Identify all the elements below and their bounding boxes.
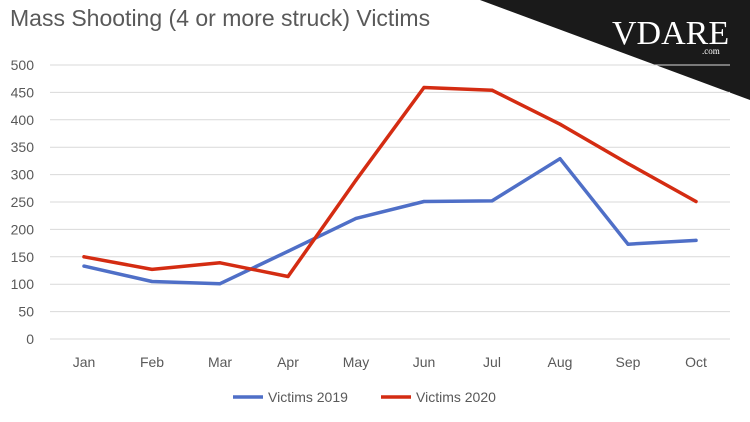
data-point: [490, 199, 494, 203]
y-tick-label: 200: [11, 221, 35, 237]
data-point: [694, 199, 698, 204]
data-point: [82, 264, 86, 268]
y-tick-label: 100: [11, 276, 35, 292]
y-tick-label: 350: [11, 139, 35, 155]
data-point: [286, 249, 290, 253]
data-point: [558, 157, 562, 161]
data-point: [150, 279, 154, 284]
data-point: [694, 238, 698, 242]
y-tick-label: 250: [11, 194, 35, 210]
x-tick-label: May: [343, 354, 369, 370]
legend-label: Victims 2019: [268, 389, 348, 405]
brand-logo: VDARE .com: [612, 15, 729, 56]
data-point: [626, 242, 630, 246]
x-tick-label: Feb: [140, 354, 164, 370]
gridlines: [50, 64, 730, 340]
y-tick-label: 300: [11, 167, 35, 183]
brand-domain-text: .com: [702, 46, 720, 56]
series-line: [82, 156, 698, 286]
x-tick-label: Sep: [616, 354, 641, 370]
x-tick-label: Jul: [483, 354, 501, 370]
brand-logo-text: VDARE: [612, 15, 729, 52]
series-line: [82, 85, 698, 279]
y-tick-label: 500: [11, 57, 35, 73]
data-point: [422, 85, 426, 90]
x-tick-label: Mar: [208, 354, 232, 370]
data-point: [82, 255, 86, 259]
data-point: [218, 261, 222, 265]
data-point: [558, 122, 562, 126]
y-tick-label: 400: [11, 112, 35, 128]
chart-title: Mass Shooting (4 or more struck) Victims: [10, 5, 431, 31]
data-point: [422, 199, 426, 204]
data-point: [354, 216, 358, 221]
data-point: [490, 88, 494, 92]
data-point: [218, 282, 222, 286]
y-axis-ticks: 0 50 100 150 200 250 300 350 400 450 500: [11, 57, 35, 347]
x-tick-label: Apr: [277, 354, 299, 370]
x-tick-label: Jan: [73, 354, 96, 370]
y-tick-label: 50: [18, 304, 34, 320]
data-point: [150, 267, 154, 272]
x-tick-label: Jun: [413, 354, 436, 370]
legend: Victims 2019 Victims 2020: [233, 389, 496, 405]
brand-banner: [480, 0, 750, 100]
data-point: [354, 178, 358, 182]
series-lines: [82, 85, 698, 286]
y-tick-label: 0: [26, 331, 34, 347]
x-tick-label: Aug: [548, 354, 573, 370]
data-point: [626, 162, 630, 166]
y-tick-label: 450: [11, 84, 35, 100]
y-tick-label: 150: [11, 249, 35, 265]
data-point: [286, 274, 290, 279]
legend-label: Victims 2020: [416, 389, 496, 405]
x-axis-ticks: Jan Feb Mar Apr May Jun Jul Aug Sep Oct: [73, 354, 707, 370]
x-tick-label: Oct: [685, 354, 707, 370]
